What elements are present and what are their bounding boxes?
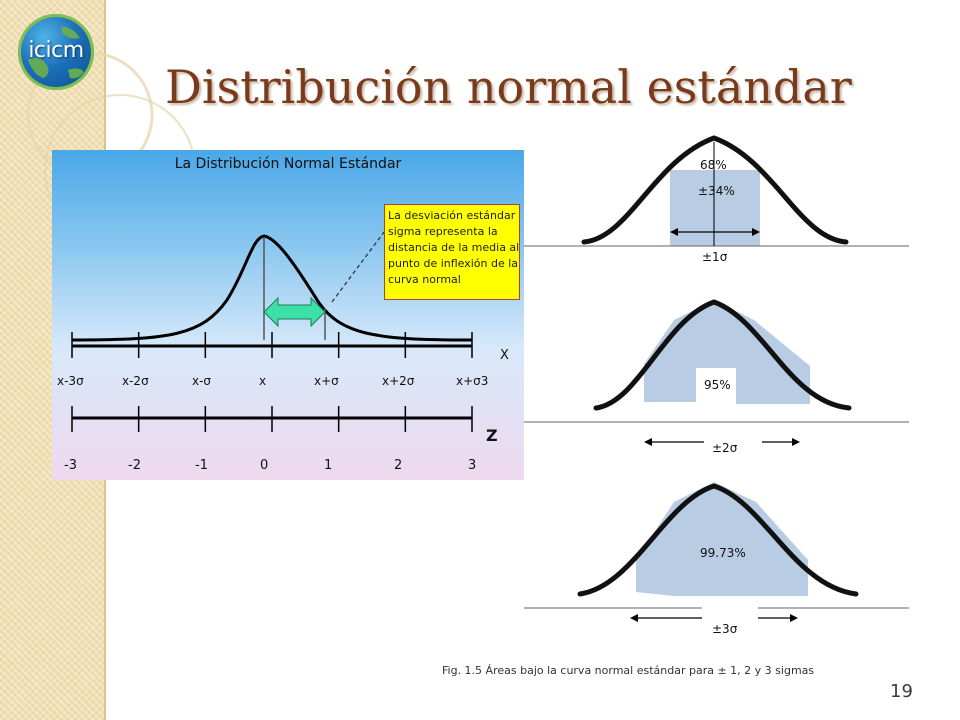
z-tick-label: 0 bbox=[260, 458, 269, 473]
arrow-2-head-right bbox=[792, 438, 800, 446]
note-line: La desviación estándar bbox=[388, 209, 516, 222]
figure-title: La Distribución Normal Estándar bbox=[174, 156, 402, 172]
note-line: sigma representa la bbox=[388, 225, 498, 238]
panel-3-percent: 99.73% bbox=[700, 546, 746, 560]
panel-1-percent: 68% bbox=[700, 158, 727, 172]
icicm-logo: icicm bbox=[18, 14, 94, 90]
sigma-double-arrow bbox=[263, 296, 326, 328]
figure-caption: Fig. 1.5 Áreas bajo la curva normal está… bbox=[442, 664, 815, 677]
x-tick-label: x-σ bbox=[192, 374, 212, 388]
note-line: curva normal bbox=[388, 273, 461, 286]
arrow-3-head-right bbox=[790, 614, 798, 622]
normal-curve-3 bbox=[577, 483, 859, 597]
x-tick-label: x-3σ bbox=[57, 374, 84, 388]
logo-text: icicm bbox=[28, 38, 84, 63]
panel-1-half-percent: ±34% bbox=[698, 184, 735, 198]
sigma-note-box: La desviación estándar sigma representa … bbox=[384, 204, 520, 300]
arrow-3-head-left bbox=[630, 614, 638, 622]
normal-curve-diagram bbox=[71, 231, 473, 432]
z-axis-label: Z bbox=[486, 426, 498, 445]
area-3-sigma bbox=[636, 482, 808, 596]
z-tick-label: 1 bbox=[324, 458, 333, 473]
slide-title: Distribución normal estándar bbox=[165, 60, 852, 114]
x-tick-label: x+σ bbox=[314, 374, 339, 388]
normal-curve-1 bbox=[581, 135, 849, 245]
note-line: distancia de la media al bbox=[388, 241, 520, 254]
panel-1-sigma bbox=[524, 135, 909, 247]
panel-2-sigma-label: ±2σ bbox=[704, 428, 762, 468]
arrow-1-head-right bbox=[752, 228, 760, 236]
area-2-sigma bbox=[644, 300, 810, 404]
page-number: 19 bbox=[890, 681, 913, 702]
sigma-areas-figure: 68% ±34% ±1σ 95% ±2σ 99.73% ±3σ bbox=[524, 130, 914, 654]
panel-3-sigma-label: ±3σ bbox=[702, 606, 758, 646]
panel-2-percent: 95% bbox=[696, 368, 736, 402]
z-tick-label: -3 bbox=[64, 458, 77, 473]
normal-curve bbox=[71, 234, 473, 342]
x-axis-label: X bbox=[500, 348, 509, 363]
globe-icon bbox=[28, 26, 84, 79]
z-tick-label: 2 bbox=[394, 458, 403, 473]
x-tick-marks bbox=[71, 332, 473, 358]
normal-curve-2 bbox=[593, 299, 852, 411]
standard-normal-figure: La Distribución Normal Estándar La desvi… bbox=[52, 150, 524, 480]
arrow-2-head-left bbox=[644, 438, 652, 446]
x-tick-label: x-2σ bbox=[122, 374, 149, 388]
note-line: punto de inflexión de la bbox=[388, 257, 519, 270]
area-1-sigma bbox=[670, 170, 760, 246]
z-tick-label: 3 bbox=[468, 458, 477, 473]
sigma-areas-diagram bbox=[524, 135, 909, 622]
z-tick-label: -2 bbox=[128, 458, 141, 473]
z-tick-label: -1 bbox=[195, 458, 208, 473]
x-tick-label: x+σ3 bbox=[456, 374, 489, 388]
panel-1-sigma-label: ±1σ bbox=[702, 250, 728, 264]
z-tick-marks bbox=[71, 406, 473, 432]
x-tick-label: x+2σ bbox=[382, 374, 415, 388]
pointer-dashed bbox=[331, 231, 385, 303]
x-tick-label: x bbox=[259, 374, 267, 388]
arrow-1-head-left bbox=[670, 228, 678, 236]
